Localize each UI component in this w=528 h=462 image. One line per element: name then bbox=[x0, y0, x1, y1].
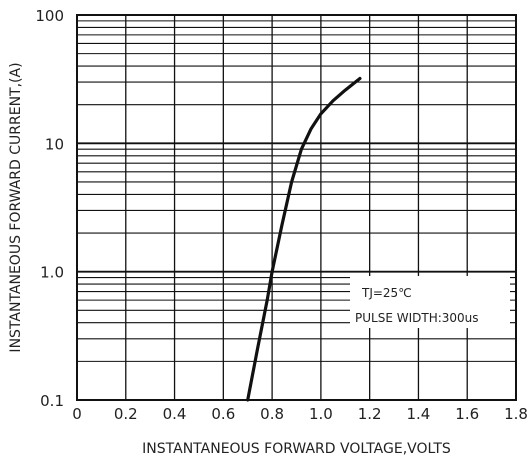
x-axis-label: INSTANTANEOUS FORWARD VOLTAGE,VOLTS bbox=[142, 441, 451, 457]
annotation-temperature: TJ=25℃ bbox=[361, 286, 412, 300]
x-tick-label: 0.4 bbox=[163, 405, 187, 423]
annotation-pulse-width: PULSE WIDTH:300us bbox=[355, 311, 479, 325]
x-tick-label: 1.6 bbox=[455, 405, 479, 423]
x-tick-label: 1.2 bbox=[358, 405, 382, 423]
y-axis-label: INSTANTANEOUS FORWARD CURRENT,(A) bbox=[8, 62, 24, 352]
grid bbox=[77, 15, 516, 400]
y-tick-label: 1.0 bbox=[40, 264, 64, 282]
y-tick-label: 10 bbox=[45, 135, 64, 153]
x-tick-label: 1.4 bbox=[407, 405, 431, 423]
y-tick-label: 0.1 bbox=[40, 392, 64, 410]
x-axis-ticks: 0 0.2 0.4 0.6 0.8 1.0 1.2 1.4 1.6 1.8 bbox=[72, 405, 528, 423]
y-tick-label: 100 bbox=[35, 7, 64, 25]
legend-background bbox=[350, 276, 510, 328]
forward-current-curve bbox=[246, 76, 362, 402]
plot-area-frame bbox=[76, 14, 517, 401]
x-tick-label: 0.6 bbox=[211, 405, 235, 423]
x-tick-label: 1.0 bbox=[309, 405, 333, 423]
y-axis-ticks: 0.1 1.0 10 100 bbox=[35, 7, 64, 410]
x-tick-label: 1.8 bbox=[504, 405, 528, 423]
x-tick-label: 0.8 bbox=[260, 405, 284, 423]
x-tick-label: 0 bbox=[72, 405, 82, 423]
legend: TJ=25℃ PULSE WIDTH:300us bbox=[350, 276, 510, 328]
x-tick-label: 0.2 bbox=[114, 405, 138, 423]
